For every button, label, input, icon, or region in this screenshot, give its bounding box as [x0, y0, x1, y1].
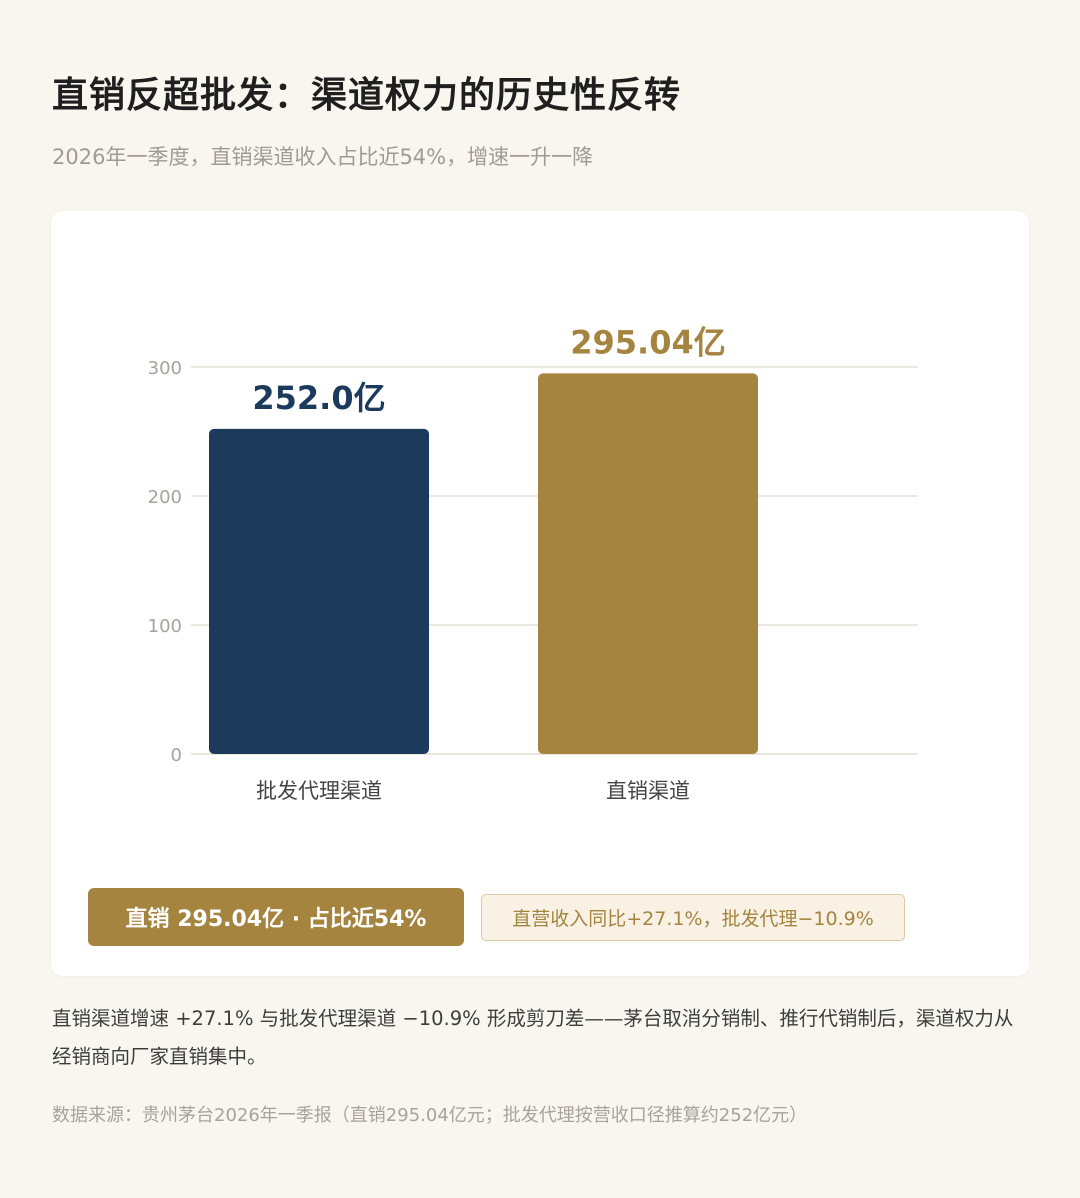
- y-tick-label: 0: [171, 745, 182, 766]
- y-tick-label: 300: [148, 358, 182, 379]
- data-source: 数据来源：贵州茅台2026年一季报（直销295.04亿元；批发代理按营收口径推算…: [52, 1105, 808, 1126]
- data-label: 252.0亿: [252, 379, 385, 417]
- x-tick-label: 直销渠道: [606, 779, 690, 803]
- page-title: 直销反超批发：渠道权力的历史性反转: [52, 75, 682, 116]
- page-subtitle: 2026年一季度，直销渠道收入占比近54%，增速一升一降: [52, 145, 594, 169]
- y-tick-label: 100: [148, 616, 182, 637]
- data-label: 295.04亿: [570, 323, 726, 361]
- bar: [209, 428, 429, 754]
- x-tick-label: 批发代理渠道: [256, 779, 382, 803]
- chart-card: 0 100 200 300 252.0亿批发代理渠道 295.04亿直销渠道 直销 295…: [51, 211, 1029, 976]
- y-tick-label: 200: [148, 487, 182, 508]
- highlight-callout: 直销 295.04亿 · 占比近54%: [88, 888, 464, 946]
- analysis-note: 直销渠道增速 +27.1% 与批发代理渠道 −10.9% 形成剪刀差——茅台取消…: [52, 1007, 1014, 1068]
- bar: [538, 373, 758, 754]
- growth-callout: 直营收入同比+27.1%，批发代理−10.9%: [481, 894, 905, 941]
